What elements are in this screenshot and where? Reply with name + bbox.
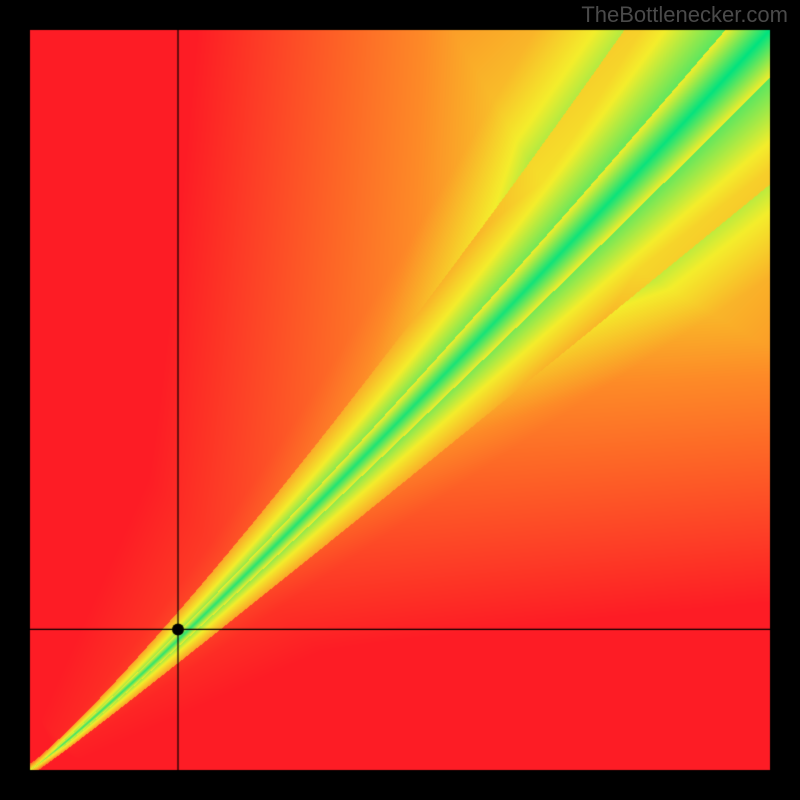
attribution-text: TheBottlenecker.com bbox=[581, 2, 788, 28]
bottleneck-heatmap-canvas bbox=[0, 0, 800, 800]
chart-container: TheBottlenecker.com bbox=[0, 0, 800, 800]
